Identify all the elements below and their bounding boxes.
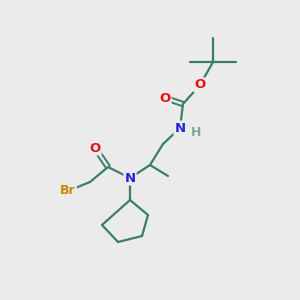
- Text: N: N: [174, 122, 186, 134]
- Text: O: O: [159, 92, 171, 104]
- Text: O: O: [89, 142, 100, 154]
- Text: O: O: [194, 79, 206, 92]
- Text: H: H: [191, 125, 201, 139]
- Text: N: N: [124, 172, 136, 184]
- Text: Br: Br: [60, 184, 76, 197]
